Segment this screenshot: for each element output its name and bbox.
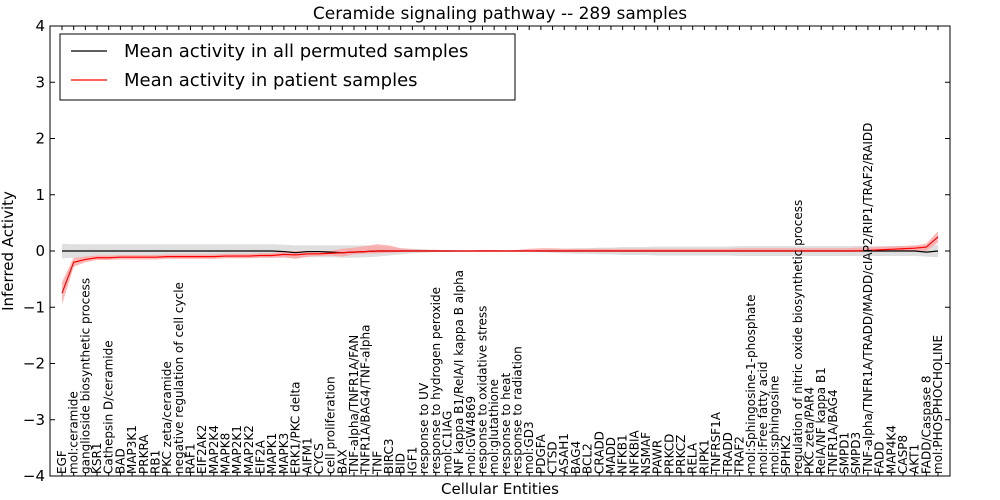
legend-permuted-label: Mean activity in all permuted samples — [124, 41, 468, 62]
y-tick-label: 4 — [35, 17, 45, 35]
y-axis-label: Inferred Activity — [0, 191, 17, 311]
x-tick-label: FADD — [873, 442, 887, 475]
x-tick-label: TNF-alpha/TNFR1A/FAN — [347, 335, 361, 475]
x-tick-label: NSMAF — [639, 432, 653, 474]
x-tick-label: mol:Sphingosine-1-phosphate — [744, 295, 758, 475]
x-tick-label: mol:glutathione — [487, 379, 501, 474]
x-tick-label: RELA — [686, 442, 700, 474]
y-tick-label: 3 — [35, 73, 45, 91]
x-tick-label: IGF1 — [405, 447, 419, 474]
x-tick-label: regulation of nitric oxide biosynthetic … — [791, 200, 805, 474]
x-tick-label: MAP2K2 — [242, 425, 256, 474]
series-lines — [61, 236, 939, 294]
x-tick-label: mol:GD3 — [522, 421, 536, 474]
x-tick-label: FADD/Caspase 8 — [919, 375, 933, 474]
x-tick-label: response to heat — [499, 372, 513, 474]
x-tick-label: PRKCD — [662, 434, 676, 474]
x-tick-label: TRADD — [721, 432, 735, 475]
x-tick-label: negative regulation of cell cycle — [172, 282, 186, 474]
patient-mean-line — [61, 236, 939, 294]
x-tick-label: BAD — [113, 448, 127, 474]
x-tick-label: TNF-alpha/TNFR1A/TRADD/MADD/cIAP2/RIP1/T… — [861, 123, 875, 475]
x-tick-label: SMPD3 — [849, 432, 863, 474]
x-tick-label: cell proliferation — [324, 376, 338, 474]
x-tick-label: KSR1 — [90, 443, 104, 474]
x-tick-label: ASAH1 — [557, 433, 571, 474]
x-tick-label: MAP2K1 — [230, 425, 244, 474]
x-tick-label: RAF1 — [183, 443, 197, 474]
x-tick-label: mol:ceramide — [67, 391, 81, 474]
x-tick-label: response to radiation — [511, 346, 525, 474]
x-tick-label: BCL2 — [581, 443, 595, 474]
x-tick-label: SMPD1 — [838, 432, 852, 474]
x-tick-label: CTSD — [546, 441, 560, 474]
x-tick-label: mol:Free fatty acid — [756, 362, 770, 475]
x-tick-label: TRAF2 — [732, 436, 746, 475]
x-tick-label: AIFM1 — [300, 437, 314, 474]
x-tick-label: BIRC3 — [382, 438, 396, 474]
x-tick-label: response to UV — [417, 382, 431, 474]
x-tick-label: MAP2K4 — [207, 425, 221, 474]
x-tick-label: SPHK2 — [779, 435, 793, 474]
x-tick-label: CYCS — [312, 443, 326, 474]
x-tick-label: ganglioside biosynthetic process — [78, 278, 92, 474]
x-tick-label: RIPK1 — [697, 439, 711, 474]
x-tick-label: mol:C1IAG — [440, 411, 454, 474]
x-tick-label: NFKBIA — [627, 429, 641, 474]
legend: Mean activity in all permuted samples Me… — [59, 33, 516, 101]
y-tick-label: 1 — [35, 186, 45, 204]
x-tick-label: PKC zeta/ceramide — [160, 361, 174, 474]
x-tick-label: MADD — [604, 437, 618, 474]
x-tick-label: EIF2A — [254, 439, 268, 474]
y-tick-label: −3 — [23, 411, 45, 429]
x-tick-label: MAP4K4 — [884, 425, 898, 474]
x-tick-label: ERK1/PKC delta — [289, 381, 303, 474]
x-tick-label: NFKB1 — [616, 434, 630, 474]
legend-patient-label: Mean activity in patient samples — [124, 70, 418, 91]
x-tick-label: BAX — [335, 449, 349, 474]
chart-title: Ceramide signaling pathway -- 289 sample… — [313, 4, 687, 24]
x-tick-label: mol:GW4869 — [464, 396, 478, 474]
x-tick-label: TNFR1A/BAG4/TNF-alpha — [359, 325, 373, 475]
y-tick-label: −2 — [23, 355, 45, 373]
y-tick-label: −1 — [23, 298, 45, 316]
y-tick-label: −4 — [23, 467, 45, 485]
x-tick-label: RB1 — [148, 450, 162, 474]
x-tick-label: MAP3K1 — [125, 425, 139, 474]
x-tick-label: BAG4 — [569, 441, 583, 474]
x-tick-label: TNFRSF1A — [709, 411, 723, 475]
x-tick-label: PRKRA — [137, 434, 151, 474]
x-tick-label: BID — [394, 453, 408, 474]
x-tick-label: response to oxidative stress — [475, 306, 489, 474]
x-tick-label: TNFR1A/BAG4 — [826, 389, 840, 475]
x-tick-label: MAPK3 — [277, 433, 291, 474]
x-tick-label: AKT1 — [908, 444, 922, 474]
y-tick-label: 0 — [35, 242, 45, 260]
x-tick-label: MAPK1 — [265, 433, 279, 474]
x-tick-label: Cathepsin D/ceramide — [102, 340, 116, 474]
y-tick-label: 2 — [35, 130, 45, 148]
confidence-bands — [62, 231, 938, 305]
x-tick-label: PAWR — [651, 440, 665, 474]
x-tick-label: NF kappa B1/RelA/I kappa B alpha — [452, 270, 466, 474]
x-tick-label: RelA/NF kappa B1 — [814, 367, 828, 474]
x-tick-label: CRADD — [592, 431, 606, 474]
x-tick-label: response to hydrogen peroxide — [429, 287, 443, 474]
x-axis-label: Cellular Entities — [441, 480, 559, 498]
x-tick-label: PKC zeta/PAR4 — [803, 387, 817, 474]
x-tick-label: CASP8 — [896, 435, 910, 474]
x-tick-label: EIF2AK2 — [195, 425, 209, 474]
x-tick-label: TNF — [370, 451, 384, 475]
x-tick-label: PRKCZ — [674, 435, 688, 474]
x-tick-label: mol:sphingosine — [767, 376, 781, 474]
x-tick-label: EGF — [55, 450, 69, 474]
y-axis: −4 −3 −2 −1 0 1 2 3 4 — [23, 17, 950, 485]
x-tick-label: PDGFA — [534, 433, 548, 474]
legend-box — [59, 33, 516, 101]
x-tick-label: MAPK8 — [219, 433, 233, 474]
x-tick-label: mol:PHOSPHOCHOLINE — [931, 335, 945, 474]
patient-band — [62, 231, 938, 305]
